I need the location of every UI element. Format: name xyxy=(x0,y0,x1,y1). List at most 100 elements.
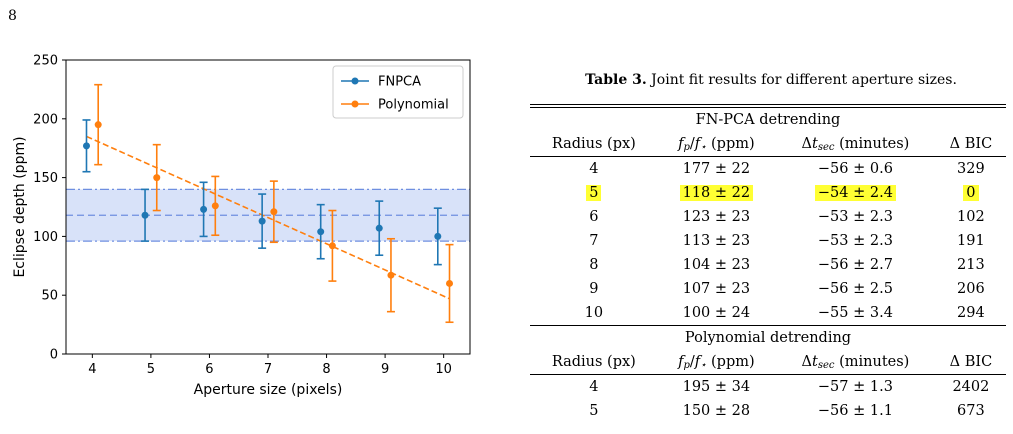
x-tick-label: 5 xyxy=(147,362,155,377)
header-depth: fp/f⋆ (ppm) xyxy=(678,135,755,153)
results-table: FN-PCA detrending Radius (px) fp/f⋆ (ppm) Δ… xyxy=(530,108,1006,423)
table-header-row: Radius (px) fp/f⋆ (ppm) Δtsec (minutes) Δ B… xyxy=(530,350,1006,375)
x-tick-label: 7 xyxy=(264,362,272,377)
section-title-row: Polynomial detrending xyxy=(530,325,1006,350)
cell-bic: 0 xyxy=(936,181,1006,205)
cell-depth: 150 ± 28 xyxy=(682,403,751,419)
cell-depth: 177 ± 22 xyxy=(682,161,751,177)
legend-label: Polynomial xyxy=(378,98,449,113)
cell-bic: 191 xyxy=(957,233,985,249)
table-label: Table 3. xyxy=(585,72,647,88)
header-dt: Δtsec (minutes) xyxy=(801,353,910,371)
data-point xyxy=(446,279,454,287)
cell-dt: −56 ± 1.1 xyxy=(817,403,893,419)
table-header-row: Radius (px) fp/f⋆ (ppm) Δtsec (minutes) Δ B… xyxy=(530,132,1006,157)
cell-dt: −54 ± 2.4 xyxy=(775,181,936,205)
cell-depth: 118 ± 22 xyxy=(658,181,775,205)
data-point xyxy=(141,211,149,219)
cell-radius: 9 xyxy=(589,281,599,297)
cell-bic: 673 xyxy=(957,403,985,419)
data-point xyxy=(258,217,266,225)
table-caption: Table 3. Joint fit results for different… xyxy=(536,72,1006,88)
data-point xyxy=(211,202,219,210)
y-tick-label: 50 xyxy=(41,289,58,304)
cell-bic: 206 xyxy=(957,281,985,297)
x-axis-label: Aperture size (pixels) xyxy=(194,382,343,398)
table-caption-text: Joint fit results for different aperture… xyxy=(651,72,957,88)
y-tick-label: 150 xyxy=(33,171,58,186)
page-number: 8 xyxy=(8,8,17,24)
table-row: 4 195 ± 34 −57 ± 1.3 2402 xyxy=(530,375,1006,400)
cell-dt: −56 ± 0.6 xyxy=(817,161,893,177)
x-tick-label: 10 xyxy=(435,362,452,377)
cell-depth: 123 ± 23 xyxy=(682,209,751,225)
legend-marker xyxy=(351,100,359,108)
legend-box xyxy=(332,65,464,119)
cell-bic: 329 xyxy=(957,161,985,177)
data-point xyxy=(270,208,278,216)
data-point xyxy=(94,121,102,129)
data-point xyxy=(82,142,90,150)
cell-bic: 2402 xyxy=(952,379,990,395)
header-dt: Δtsec (minutes) xyxy=(801,135,910,153)
cell-depth: 104 ± 23 xyxy=(682,257,751,273)
header-bic: Δ BIC xyxy=(949,136,993,152)
cell-depth: 195 ± 34 xyxy=(682,379,751,395)
y-axis-label: Eclipse depth (ppm) xyxy=(12,136,28,277)
data-point xyxy=(328,242,336,250)
x-tick-label: 9 xyxy=(381,362,389,377)
cell-radius: 5 xyxy=(530,181,658,205)
y-tick-label: 200 xyxy=(33,112,58,127)
cell-radius: 10 xyxy=(584,305,604,321)
cell-depth: 100 ± 24 xyxy=(682,305,751,321)
cell-dt: −56 ± 2.7 xyxy=(817,257,893,273)
section-title-row: FN-PCA detrending xyxy=(530,108,1006,132)
cell-dt: −53 ± 2.3 xyxy=(817,233,893,249)
legend-marker xyxy=(351,77,359,85)
cell-dt: −57 ± 1.3 xyxy=(817,379,893,395)
series-polynomial xyxy=(94,83,454,324)
cell-depth: 113 ± 23 xyxy=(682,233,751,249)
table-row: 4 177 ± 22 −56 ± 0.6 329 xyxy=(530,157,1006,182)
cell-dt: −56 ± 2.5 xyxy=(817,281,893,297)
data-point xyxy=(387,271,395,279)
y-tick-label: 250 xyxy=(33,54,58,69)
table-row: 8 104 ± 23 −56 ± 2.7 213 xyxy=(530,253,1006,277)
header-bic: Δ BIC xyxy=(949,354,993,370)
table-row: 9 107 ± 23 −56 ± 2.5 206 xyxy=(530,277,1006,301)
table-row: 5 150 ± 28 −56 ± 1.1 673 xyxy=(530,399,1006,423)
cell-radius: 4 xyxy=(589,161,599,177)
legend-label: FNPCA xyxy=(378,75,421,90)
cell-bic: 294 xyxy=(957,305,985,321)
table-top-rule xyxy=(530,104,1006,108)
table-row: 6 123 ± 23 −53 ± 2.3 102 xyxy=(530,205,1006,229)
cell-bic: 102 xyxy=(957,209,985,225)
y-tick-label: 0 xyxy=(50,348,58,363)
polynomial-trend-line xyxy=(86,135,450,300)
table-block: Table 3. Joint fit results for different… xyxy=(530,72,1006,423)
table-row: 5 118 ± 22 −54 ± 2.4 0 xyxy=(530,181,1006,205)
section-title: Polynomial detrending xyxy=(530,325,1006,350)
header-depth: fp/f⋆ (ppm) xyxy=(678,353,755,371)
cell-radius: 5 xyxy=(589,403,599,419)
x-tick-label: 4 xyxy=(88,362,96,377)
cell-radius: 7 xyxy=(589,233,599,249)
table-row: 10 100 ± 24 −55 ± 3.4 294 xyxy=(530,301,1006,326)
data-point xyxy=(153,174,161,182)
section-title: FN-PCA detrending xyxy=(695,112,841,128)
cell-bic: 213 xyxy=(957,257,985,273)
legend: FNPCA Polynomial xyxy=(332,65,464,119)
data-point xyxy=(434,232,442,240)
cell-radius: 4 xyxy=(589,379,599,395)
x-tick-label: 6 xyxy=(205,362,213,377)
data-point xyxy=(200,205,208,213)
header-radius: Radius (px) xyxy=(551,136,636,152)
series-fnpca xyxy=(82,119,442,266)
cell-dt: −55 ± 3.4 xyxy=(817,305,893,321)
cell-radius: 8 xyxy=(589,257,599,273)
cell-radius: 6 xyxy=(589,209,599,225)
cell-dt: −53 ± 2.3 xyxy=(817,209,893,225)
data-point xyxy=(317,228,325,236)
header-radius: Radius (px) xyxy=(551,354,636,370)
